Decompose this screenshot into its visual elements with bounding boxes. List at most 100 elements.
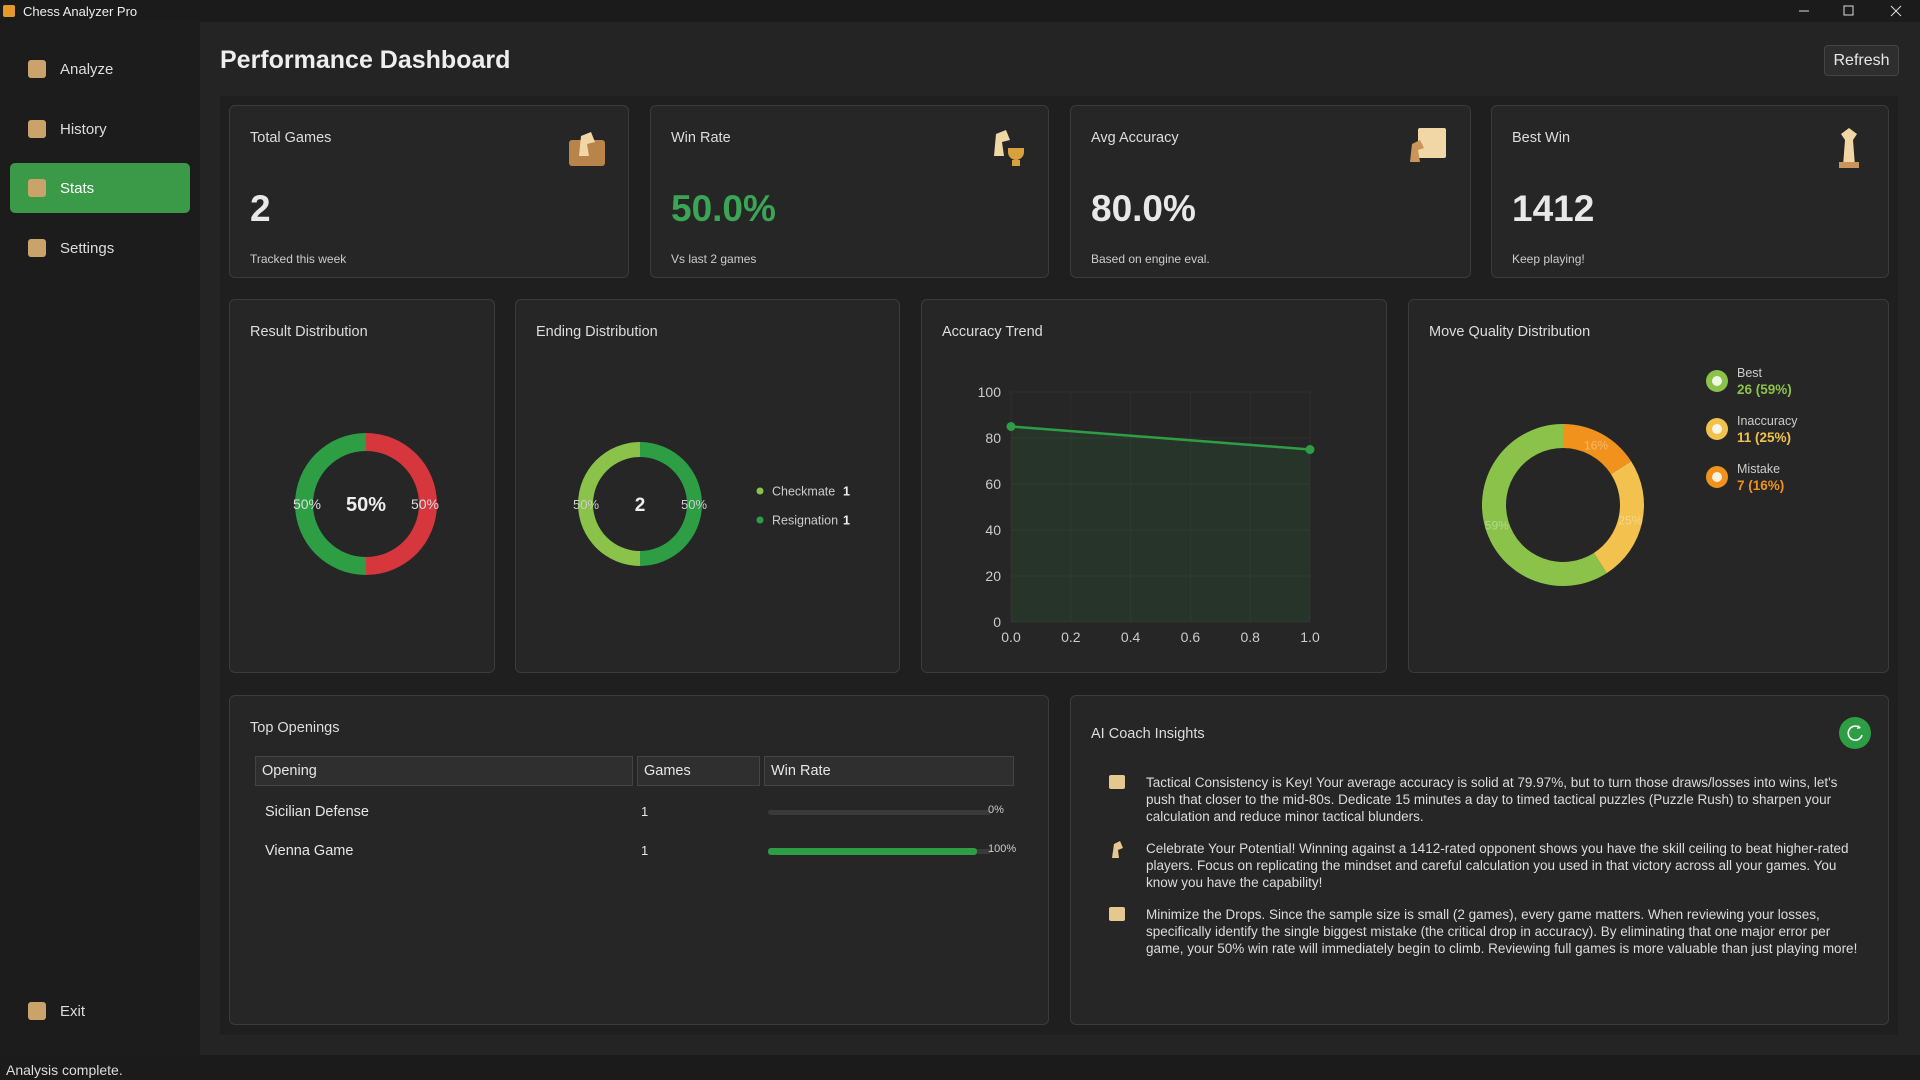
card-title: Best Win xyxy=(1512,130,1571,146)
legend-label: Mistake xyxy=(1737,462,1780,476)
chart-panel: Move Quality Distribution 59% 25% 16% Best 2… xyxy=(1408,299,1889,673)
win-rate-label: 0% xyxy=(988,804,1004,816)
card-title: Win Rate xyxy=(671,130,731,146)
card-icon xyxy=(569,132,605,166)
y-tick-label: 60 xyxy=(985,476,1001,492)
stat-card: Total Games 2 Tracked this week xyxy=(229,105,629,278)
x-tick-label: 0.8 xyxy=(1240,629,1260,645)
legend-label: Inaccuracy xyxy=(1737,414,1798,428)
nav-icon xyxy=(28,60,46,78)
opening-games: 1 xyxy=(641,843,649,858)
nav-item[interactable]: Settings xyxy=(10,223,190,273)
y-tick-label: 0 xyxy=(993,614,1001,630)
y-tick-label: 80 xyxy=(985,430,1001,446)
point xyxy=(1305,445,1315,454)
slice-label: 50% xyxy=(411,496,439,512)
column-header[interactable]: Opening xyxy=(255,756,633,786)
legend-value: 26 (59%) xyxy=(1737,382,1792,397)
nav-item[interactable]: Analyze xyxy=(10,44,190,94)
insight-icon xyxy=(1112,841,1123,858)
donut-slice xyxy=(578,442,640,566)
panel-title: AI Coach Insights xyxy=(1091,726,1205,742)
window-title: Chess Analyzer Pro xyxy=(23,4,138,19)
card-note: Based on engine eval. xyxy=(1091,252,1210,266)
card-value: 80.0% xyxy=(1091,188,1196,229)
legend-count: 1 xyxy=(843,485,850,499)
legend-label: Best xyxy=(1737,366,1763,380)
exit-button[interactable]: Exit xyxy=(10,986,190,1036)
donut-chart: 50% 50% 50% xyxy=(293,433,439,575)
window-controls[interactable] xyxy=(1790,0,1920,22)
opening-name: Sicilian Defense xyxy=(265,804,369,820)
opening-name: Vienna Game xyxy=(265,843,354,859)
column-header[interactable]: Games xyxy=(637,756,760,786)
column-header[interactable]: Win Rate xyxy=(764,756,1014,786)
panel-title: Top Openings xyxy=(250,720,340,736)
chart-title: Accuracy Trend xyxy=(942,324,1043,340)
card-note: Keep playing! xyxy=(1512,252,1585,266)
slice-label: 50% xyxy=(293,496,321,512)
insight-icon xyxy=(1109,907,1125,921)
card-icon xyxy=(994,130,1024,166)
chart-title: Result Distribution xyxy=(250,324,368,340)
card-note: Vs last 2 games xyxy=(671,252,757,266)
insight-text: Minimize the Drops. Since the sample siz… xyxy=(1146,907,1858,956)
status-text: Analysis complete. xyxy=(6,1062,123,1078)
x-tick-label: 0.0 xyxy=(1001,629,1021,645)
nav-label: Settings xyxy=(60,239,115,257)
legend-label: Checkmate xyxy=(772,485,835,499)
stat-card: Best Win 1412 Keep playing! xyxy=(1491,105,1889,278)
card-icon xyxy=(1839,128,1859,168)
chart-title: Ending Distribution xyxy=(536,324,658,340)
nav-label: Stats xyxy=(60,179,95,197)
y-tick-label: 40 xyxy=(985,522,1001,538)
opening-games: 1 xyxy=(641,804,649,819)
status-bar: Analysis complete. xyxy=(0,1055,1920,1080)
legend-count: 1 xyxy=(843,514,850,528)
y-tick-label: 20 xyxy=(985,568,1001,584)
point xyxy=(1006,422,1016,431)
regenerate-button[interactable] xyxy=(1838,716,1872,750)
nav-label: Analyze xyxy=(60,60,114,78)
card-title: Total Games xyxy=(250,130,332,146)
card-title: Avg Accuracy xyxy=(1091,130,1179,146)
x-tick-label: 0.6 xyxy=(1181,629,1201,645)
x-tick-label: 0.4 xyxy=(1121,629,1141,645)
refresh-button[interactable]: Refresh xyxy=(1824,45,1899,76)
insights-panel: AI Coach Insights xyxy=(1070,695,1889,1025)
card-icon xyxy=(1410,128,1446,162)
stat-card: Avg Accuracy 80.0% Based on engine eval. xyxy=(1070,105,1471,278)
area xyxy=(1011,426,1310,622)
donut-slice xyxy=(1593,461,1644,574)
donut-slice xyxy=(295,433,366,575)
center-label: 2 xyxy=(635,495,646,516)
center-label: 50% xyxy=(346,494,386,516)
chart-panel: Ending Distribution 50% 50% 2 Checkmate 1 Res… xyxy=(515,299,900,673)
card-value: 2 xyxy=(250,188,271,229)
stat-card: Win Rate 50.0% Vs last 2 games xyxy=(650,105,1049,278)
legend-value: 11 (25%) xyxy=(1737,430,1791,445)
x-tick-label: 1.0 xyxy=(1300,629,1320,645)
slice-label: 16% xyxy=(1584,438,1608,452)
nav-item[interactable]: History xyxy=(10,104,190,154)
legend-icon-inner xyxy=(1712,472,1722,482)
line-chart: 0 20 40 60 80 100 0.0 0.2 0.4 0.6 0.8 1.0 xyxy=(978,384,1320,645)
legend-swatch xyxy=(756,487,764,495)
slice-label: 59% xyxy=(1485,518,1509,532)
donut-slice xyxy=(1563,424,1632,475)
nav-icon xyxy=(28,179,46,197)
chart-panel: Accuracy Trend 0 20 40 60 80 100 0.0 0.2 0.4 0.6 0… xyxy=(921,299,1387,673)
legend-icon-inner xyxy=(1712,376,1722,386)
openings-panel: Top Openings xyxy=(229,695,1049,1025)
y-tick-label: 100 xyxy=(978,384,1002,400)
bar-track xyxy=(768,810,991,815)
legend-icon-inner xyxy=(1712,424,1722,434)
title-bar: Chess Analyzer Pro xyxy=(0,0,1920,22)
nav-item[interactable]: Stats xyxy=(10,163,190,213)
donut-chart: 59% 25% 16% Best 26 (59%) Inaccuracy 11 (25%) M… xyxy=(1482,366,1798,586)
legend-value: 7 (16%) xyxy=(1737,478,1784,493)
slice-label: 25% xyxy=(1618,514,1642,528)
nav-label: Exit xyxy=(60,1002,86,1020)
card-note: Tracked this week xyxy=(250,252,347,266)
donut-slice xyxy=(640,442,702,566)
